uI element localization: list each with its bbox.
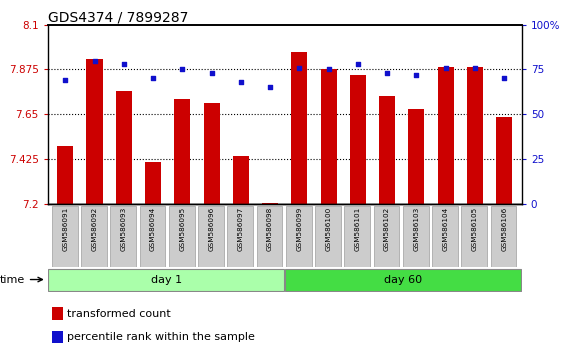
Bar	[145, 162, 161, 204]
Point	[236, 79, 245, 85]
FancyBboxPatch shape	[315, 206, 341, 267]
Text: GSM586106: GSM586106	[501, 207, 507, 251]
Bar	[438, 68, 454, 204]
Point	[353, 61, 362, 67]
Bar	[233, 156, 249, 204]
Point	[119, 61, 128, 67]
Text: GDS4374 / 7899287: GDS4374 / 7899287	[48, 11, 188, 25]
Text: transformed count: transformed count	[67, 309, 171, 319]
FancyBboxPatch shape	[227, 206, 253, 267]
FancyBboxPatch shape	[81, 206, 107, 267]
Text: GSM586094: GSM586094	[150, 207, 156, 251]
Text: GSM586093: GSM586093	[121, 207, 127, 251]
Text: GSM586100: GSM586100	[325, 207, 332, 251]
Point	[295, 65, 304, 70]
Point	[324, 67, 333, 72]
FancyBboxPatch shape	[198, 206, 224, 267]
Point	[471, 65, 480, 70]
FancyBboxPatch shape	[344, 206, 370, 267]
Bar	[204, 103, 219, 204]
Point	[412, 72, 421, 78]
Point	[149, 75, 158, 81]
Text: percentile rank within the sample: percentile rank within the sample	[67, 332, 255, 342]
Bar	[116, 91, 132, 204]
Point	[265, 85, 274, 90]
Bar	[320, 69, 337, 204]
Bar	[174, 99, 190, 204]
Bar	[52, 307, 63, 320]
Text: GSM586105: GSM586105	[472, 207, 478, 251]
Point	[90, 58, 99, 63]
Text: GSM586103: GSM586103	[413, 207, 420, 251]
FancyBboxPatch shape	[462, 206, 487, 267]
Text: GSM586095: GSM586095	[180, 207, 185, 251]
FancyBboxPatch shape	[169, 206, 195, 267]
Bar	[262, 202, 278, 204]
Text: GSM586092: GSM586092	[91, 207, 98, 251]
Text: GSM586097: GSM586097	[238, 207, 244, 251]
Text: GSM586096: GSM586096	[209, 207, 214, 251]
Bar	[57, 146, 73, 204]
Point	[441, 65, 450, 70]
FancyBboxPatch shape	[52, 206, 77, 267]
FancyBboxPatch shape	[285, 269, 521, 291]
Text: GSM586104: GSM586104	[443, 207, 449, 251]
Point	[178, 67, 187, 72]
FancyBboxPatch shape	[432, 206, 458, 267]
FancyBboxPatch shape	[256, 206, 282, 267]
Bar	[350, 75, 366, 204]
FancyBboxPatch shape	[48, 269, 284, 291]
Text: day 60: day 60	[384, 275, 422, 285]
FancyBboxPatch shape	[403, 206, 429, 267]
Bar	[467, 68, 483, 204]
Bar	[291, 52, 307, 204]
FancyBboxPatch shape	[491, 206, 517, 267]
Bar	[52, 331, 63, 343]
Text: time: time	[0, 275, 25, 285]
FancyBboxPatch shape	[286, 206, 311, 267]
Text: day 1: day 1	[151, 275, 182, 285]
Text: GSM586091: GSM586091	[62, 207, 68, 251]
Bar	[408, 109, 425, 204]
Text: GSM586099: GSM586099	[296, 207, 302, 251]
Bar	[379, 96, 395, 204]
Bar	[496, 117, 512, 204]
Point	[207, 70, 216, 76]
Point	[383, 70, 392, 76]
Text: GSM586101: GSM586101	[355, 207, 361, 251]
FancyBboxPatch shape	[140, 206, 165, 267]
Text: GSM586102: GSM586102	[384, 207, 390, 251]
FancyBboxPatch shape	[111, 206, 136, 267]
Bar	[86, 58, 103, 204]
Point	[500, 75, 509, 81]
FancyBboxPatch shape	[374, 206, 399, 267]
Point	[61, 78, 70, 83]
Text: GSM586098: GSM586098	[267, 207, 273, 251]
